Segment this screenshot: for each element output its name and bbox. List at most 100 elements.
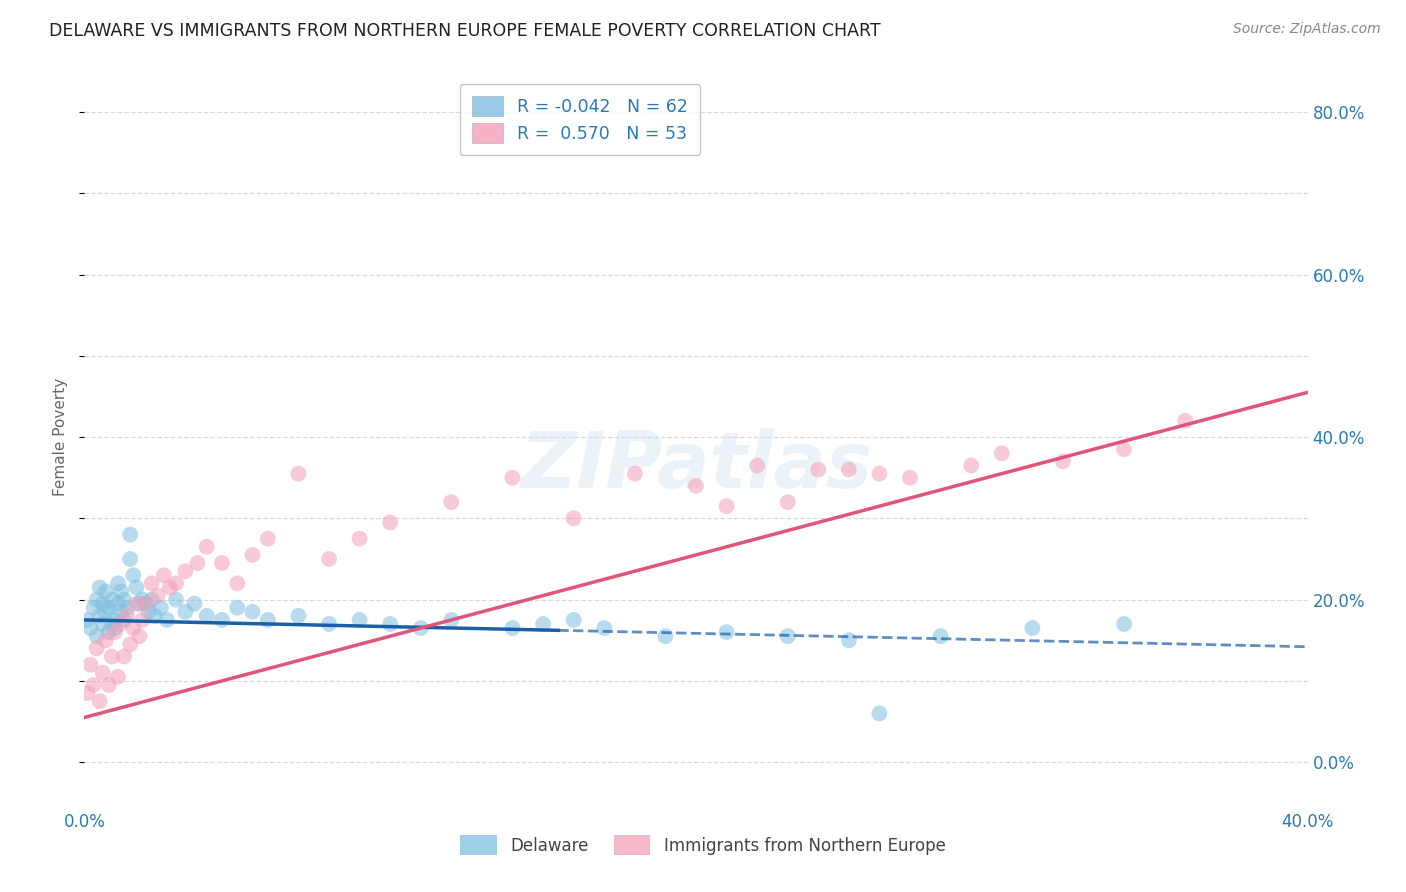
Point — [747, 458, 769, 473]
Point — [128, 629, 150, 643]
Point — [716, 625, 738, 640]
Point — [141, 592, 163, 607]
Point — [898, 471, 921, 485]
Point — [146, 589, 169, 603]
Point — [869, 467, 891, 481]
Point — [128, 597, 150, 611]
Point — [156, 613, 179, 627]
Point — [104, 625, 127, 640]
Point — [115, 600, 138, 615]
Point — [195, 608, 218, 623]
Point — [91, 665, 114, 680]
Point — [159, 581, 181, 595]
Point — [165, 592, 187, 607]
Point — [716, 499, 738, 513]
Point — [380, 617, 402, 632]
Point — [211, 556, 233, 570]
Point — [242, 548, 264, 562]
Text: ZIPatlas: ZIPatlas — [520, 428, 872, 504]
Point — [349, 613, 371, 627]
Point — [960, 458, 983, 473]
Point — [94, 605, 117, 619]
Point — [120, 637, 142, 651]
Point — [502, 621, 524, 635]
Point — [122, 568, 145, 582]
Point — [101, 592, 124, 607]
Point — [1174, 414, 1197, 428]
Point — [125, 581, 148, 595]
Point — [226, 576, 249, 591]
Point — [107, 597, 129, 611]
Point — [929, 629, 952, 643]
Point — [76, 686, 98, 700]
Point — [287, 467, 309, 481]
Point — [89, 694, 111, 708]
Point — [101, 649, 124, 664]
Point — [380, 516, 402, 530]
Point — [242, 605, 264, 619]
Point — [776, 629, 799, 643]
Point — [76, 613, 98, 627]
Point — [685, 479, 707, 493]
Point — [97, 600, 120, 615]
Point — [122, 621, 145, 635]
Point — [101, 617, 124, 632]
Point — [349, 532, 371, 546]
Point — [79, 657, 101, 672]
Point — [1052, 454, 1074, 468]
Point — [440, 613, 463, 627]
Point — [120, 552, 142, 566]
Point — [593, 621, 616, 635]
Point — [131, 613, 153, 627]
Point — [165, 576, 187, 591]
Point — [110, 605, 132, 619]
Point — [94, 584, 117, 599]
Text: Source: ZipAtlas.com: Source: ZipAtlas.com — [1233, 22, 1381, 37]
Point — [112, 613, 135, 627]
Point — [135, 597, 157, 611]
Point — [1114, 617, 1136, 632]
Point — [318, 617, 340, 632]
Point — [120, 527, 142, 541]
Point — [174, 605, 197, 619]
Point — [107, 670, 129, 684]
Point — [86, 641, 108, 656]
Point — [409, 621, 432, 635]
Point — [287, 608, 309, 623]
Point — [153, 568, 176, 582]
Point — [149, 600, 172, 615]
Point — [89, 581, 111, 595]
Point — [94, 633, 117, 648]
Point — [562, 511, 585, 525]
Point — [257, 613, 280, 627]
Point — [135, 597, 157, 611]
Point — [195, 540, 218, 554]
Point — [1114, 442, 1136, 457]
Point — [562, 613, 585, 627]
Point — [89, 608, 111, 623]
Point — [226, 600, 249, 615]
Point — [211, 613, 233, 627]
Point — [112, 592, 135, 607]
Point — [138, 605, 160, 619]
Point — [97, 625, 120, 640]
Point — [186, 556, 208, 570]
Point — [807, 462, 830, 476]
Point — [183, 597, 205, 611]
Point — [869, 706, 891, 721]
Point — [991, 446, 1014, 460]
Point — [531, 617, 554, 632]
Point — [112, 649, 135, 664]
Point — [115, 608, 138, 623]
Point — [440, 495, 463, 509]
Point — [83, 600, 105, 615]
Point — [104, 613, 127, 627]
Point — [654, 629, 676, 643]
Y-axis label: Female Poverty: Female Poverty — [53, 378, 69, 496]
Point — [318, 552, 340, 566]
Point — [83, 678, 105, 692]
Legend: R = -0.042   N = 62, R =  0.570   N = 53: R = -0.042 N = 62, R = 0.570 N = 53 — [460, 84, 700, 155]
Point — [79, 621, 101, 635]
Text: DELAWARE VS IMMIGRANTS FROM NORTHERN EUROPE FEMALE POVERTY CORRELATION CHART: DELAWARE VS IMMIGRANTS FROM NORTHERN EUR… — [49, 22, 880, 40]
Point — [141, 576, 163, 591]
